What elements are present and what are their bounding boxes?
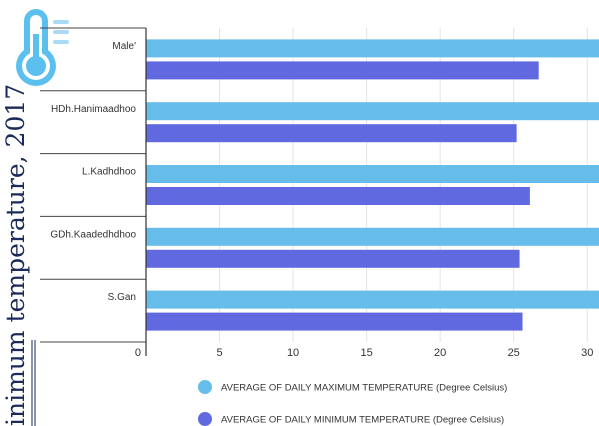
bars (146, 39, 599, 331)
bar-min (146, 124, 517, 143)
category-label: S.Gan (108, 292, 136, 303)
x-tick-label: 20 (434, 347, 446, 359)
bar-max (146, 39, 599, 58)
side-title: inimum temperature, 2017 (1, 84, 30, 426)
x-tick-label: 15 (360, 347, 372, 359)
category-label: Male' (112, 41, 136, 52)
legend-swatch (198, 412, 212, 426)
bar-min (146, 187, 530, 205)
category-label: L.Kadhdhoo (82, 167, 136, 178)
category-labels: Male' HDh.Hanimaadhoo L.Kadhdhoo GDh.Kaaded… (50, 41, 136, 303)
bar-max (146, 290, 599, 309)
legend: AVERAGE OF DAILY MAXIMUM TEMPERATURE (De… (198, 380, 507, 426)
bar-max (146, 102, 599, 121)
legend-label: AVERAGE OF DAILY MINIMUM TEMPERATURE (De… (221, 415, 504, 426)
x-tick-label: 5 (216, 347, 222, 359)
legend-label: AVERAGE OF DAILY MAXIMUM TEMPERATURE (De… (221, 383, 507, 394)
x-tick-label: 30 (581, 347, 593, 359)
bar-max (146, 165, 599, 183)
gridlines (219, 28, 588, 342)
x-tick-label: 10 (287, 347, 299, 359)
bar-min (146, 249, 520, 268)
category-label: GDh.Kaadedhdhoo (50, 229, 136, 240)
category-label: HDh.Hanimaadhoo (51, 104, 136, 115)
tick-labels: 0 5 10 15 20 25 30 (135, 347, 593, 359)
bar-max (146, 227, 599, 246)
legend-swatch (198, 380, 212, 394)
thermometer-icon (16, 9, 69, 86)
bar-min (146, 312, 523, 331)
category-separators (40, 27, 146, 343)
x-tick-label: 0 (135, 347, 141, 359)
x-tick-label: 25 (508, 347, 520, 359)
bar-min (146, 61, 539, 80)
